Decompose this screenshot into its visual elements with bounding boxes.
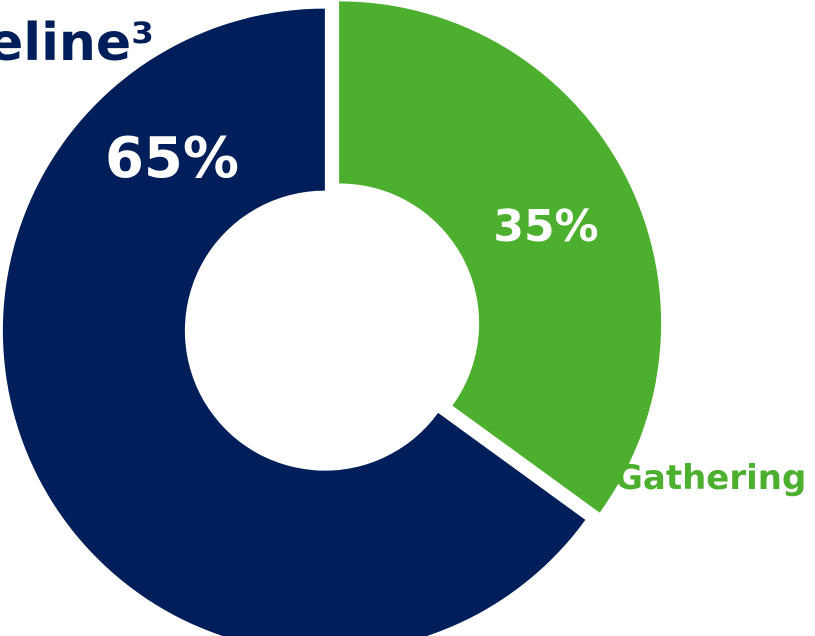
donut-slice-1 — [339, 1, 662, 513]
slice-category-label-1: Gathering — [615, 458, 806, 498]
donut-slice-0 — [2, 8, 586, 636]
donut-labels: 35% Gathering 65% eline³ — [0, 13, 806, 498]
donut-slices — [2, 1, 662, 636]
slice-category-label-0: eline³ — [0, 13, 154, 73]
slice-value-label-1: 35% — [493, 201, 598, 252]
slice-value-label-0: 65% — [105, 126, 239, 191]
